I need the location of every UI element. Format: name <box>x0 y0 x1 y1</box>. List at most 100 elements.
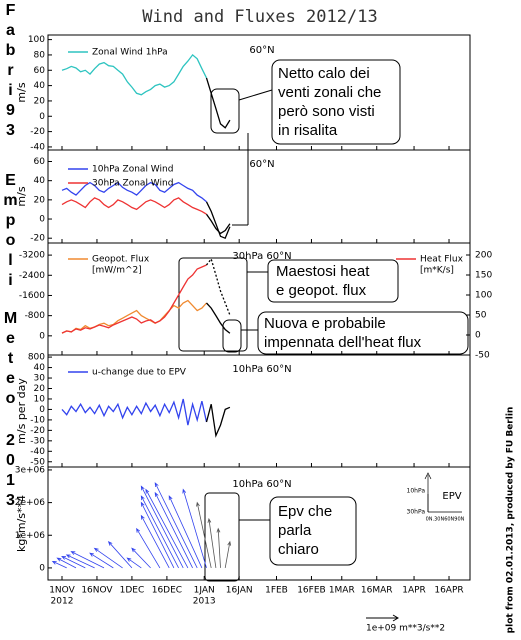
note-box <box>267 259 399 303</box>
vector-arrow <box>154 491 193 569</box>
annotation: Nuova e probabile <box>264 315 386 332</box>
inset-label: 30hPa <box>407 509 426 516</box>
annotation: chiaro <box>278 541 319 558</box>
series-line <box>61 299 207 334</box>
annotation: Netto calo dei <box>278 65 370 82</box>
y-tick-label: 800 <box>28 353 45 363</box>
y-tick-label: 60 <box>34 157 46 167</box>
y-tick-label: -10 <box>30 415 45 425</box>
vector-arrow <box>168 495 203 569</box>
series-line <box>61 197 207 215</box>
annotation: Maestosi heat <box>276 263 370 280</box>
y-tick-label: 2e+06 <box>15 498 46 508</box>
legend-label: Heat Flux <box>420 255 464 265</box>
panel-subtitle: 10hPa 60°N <box>232 364 291 375</box>
x-tick-label: 16MAR <box>361 586 393 596</box>
y-tick-label: 0 <box>39 112 45 122</box>
watermark: Fabri93 <box>2 2 19 142</box>
y-tick-label: 20 <box>34 384 46 394</box>
vector-arrow <box>131 547 151 569</box>
panel-subtitle: 10hPa 60°N <box>232 479 291 490</box>
y-tick-label: -20 <box>30 426 45 436</box>
reference-label: 1e+09 m**3/s**2 <box>366 624 445 634</box>
x-tick-label: 16JAN <box>226 586 253 596</box>
y-tick-label: 0 <box>39 405 45 415</box>
y-tick-label: -40 <box>30 447 45 457</box>
panel-subtitle: 30hPa 60°N <box>232 251 291 262</box>
inset-label: 0N.30N60N90N <box>426 517 465 523</box>
vector-arrow <box>126 557 142 569</box>
vector-arrow <box>207 517 217 568</box>
note-box <box>271 59 401 145</box>
inset-arrow <box>424 472 432 480</box>
annotation: parla <box>278 522 312 539</box>
y-tick-label: 0 <box>39 331 45 341</box>
forecast-line <box>205 213 231 235</box>
inset-label: 10hPa <box>407 488 426 495</box>
legend-label: u-change due to EPV <box>92 368 187 378</box>
vector-arrow <box>140 495 179 569</box>
legend-label: 30hPa Zonal Wind <box>92 179 173 189</box>
highlight <box>210 88 240 134</box>
vector-arrow <box>140 514 170 569</box>
annotation: venti zonali che <box>278 84 381 101</box>
series-line <box>61 53 208 96</box>
y-tick-label: 40 <box>34 363 46 373</box>
highlight <box>204 492 240 582</box>
y2-tick-label: 150 <box>475 271 492 281</box>
vector-arrow <box>107 541 133 569</box>
y-tick-label: 100 <box>28 35 45 45</box>
legend-label: Zonal Wind 1hPa <box>92 48 168 58</box>
chart-title: Wind and Fluxes 2012/13 <box>142 7 377 27</box>
annotation: in risalita <box>278 122 338 139</box>
vector-arrow <box>65 554 95 569</box>
watermark: Meteo <box>2 310 19 410</box>
panel-subtitle: 60°N <box>249 45 274 56</box>
x-tick-label: 1DEC <box>120 586 145 596</box>
y2-tick-label: 0 <box>475 331 481 341</box>
watermark: 2013 <box>2 432 19 512</box>
series-line <box>61 181 207 203</box>
x-tick-label: 16DEC <box>152 586 182 596</box>
y-tick-label: -20 <box>30 234 45 244</box>
x-tick-label: 16APR <box>434 586 463 596</box>
legend-unit: [mW/m^2] <box>92 266 142 276</box>
watermark: Empoli <box>2 172 19 292</box>
annotation: impennata dell'heat flux <box>264 334 422 351</box>
y-tick-label: 60 <box>34 66 46 76</box>
series-line <box>61 398 208 426</box>
vector-arrow <box>51 560 67 569</box>
x-tick-label: 16NOV <box>81 586 113 596</box>
y2-tick-label: 200 <box>475 251 492 261</box>
forecast-line <box>205 201 231 240</box>
y2-tick-label: -50 <box>475 351 490 361</box>
x-tick-label: 1APR <box>402 586 426 596</box>
y-tick-label: 0 <box>39 563 45 573</box>
vector-arrow <box>216 527 221 568</box>
x-tick-label: 2012 <box>51 597 74 607</box>
panel-subtitle: 60°N <box>249 159 274 170</box>
y-tick-label: -2400 <box>19 271 45 281</box>
vector-arrow <box>140 501 175 569</box>
forecast-line <box>205 77 231 129</box>
highlight <box>178 257 248 352</box>
vector-arrow <box>224 540 232 568</box>
y-tick-label: 80 <box>34 50 46 60</box>
note-box <box>257 311 469 355</box>
y2-tick-label: 100 <box>475 291 492 301</box>
x-tick-label: 2013 <box>193 597 216 607</box>
inset-title: EPV <box>442 491 461 502</box>
y-tick-label: 20 <box>34 96 46 106</box>
reference-arrow <box>392 614 399 622</box>
vector-arrow <box>56 557 77 569</box>
legend-label: 10hPa Zonal Wind <box>92 165 173 175</box>
x-tick-label: 1FEB <box>265 586 288 596</box>
y2-tick-label: 50 <box>475 311 487 321</box>
annotation: però sono visti <box>278 103 375 120</box>
forecast-line <box>205 257 231 316</box>
y-tick-label: 3e+06 <box>15 465 46 475</box>
y-axis-label: m/s per day <box>15 378 28 444</box>
y-tick-label: 1e+06 <box>15 531 46 541</box>
vector-arrow <box>196 501 212 568</box>
